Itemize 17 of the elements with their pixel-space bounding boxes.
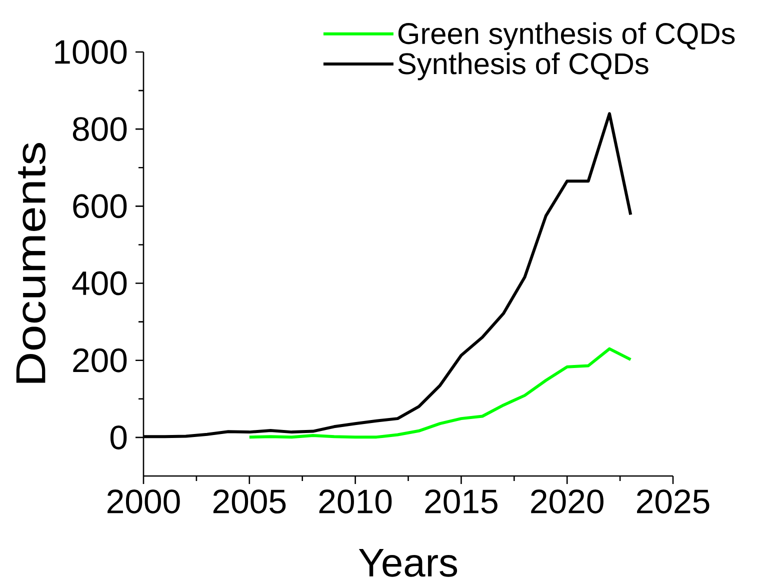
x-tick-label: 2025 (637, 490, 710, 514)
x-tick-label: 2010 (319, 490, 392, 514)
x-tick-label: 2020 (531, 490, 604, 514)
y-tick-label: 600 (73, 194, 127, 218)
legend-label: Synthesis of CQDs (398, 52, 648, 80)
x-axis-title: Years (358, 549, 458, 577)
y-tick-label: 0 (110, 425, 127, 450)
y-tick-label: 1000 (55, 40, 127, 64)
y-axis-title: Documents (16, 143, 46, 383)
y-tick-label: 200 (73, 348, 127, 372)
y-tick-label: 400 (72, 271, 127, 296)
line-series (248, 347, 632, 439)
legend-label: Green synthesis of CQDs (398, 22, 735, 50)
x-tick-label: 2015 (425, 490, 498, 514)
x-tick-label: 2000 (108, 490, 180, 514)
x-tick-label: 2005 (213, 490, 286, 514)
y-tick-label: 800 (72, 117, 127, 142)
